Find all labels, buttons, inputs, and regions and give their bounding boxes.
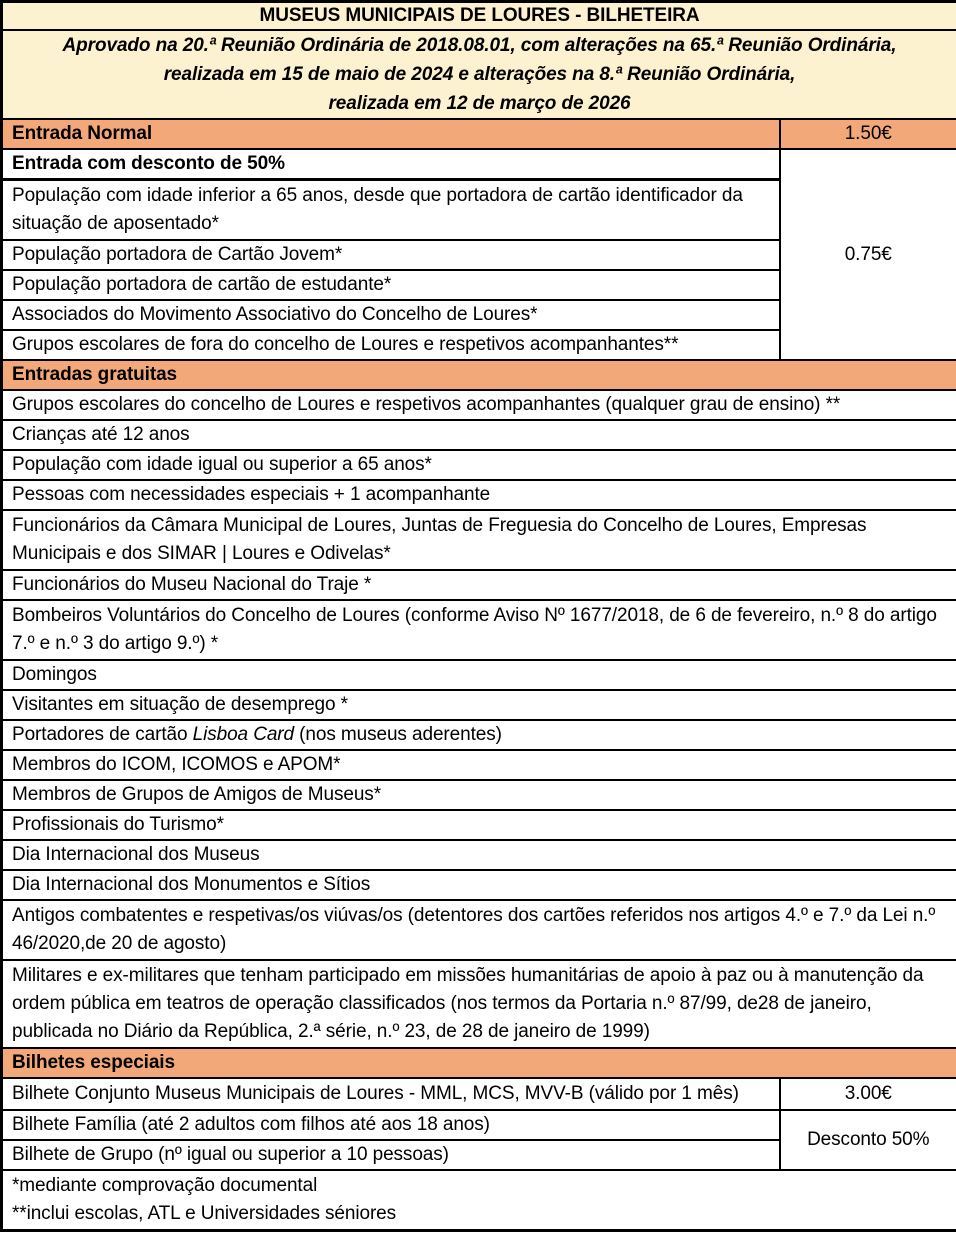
free-row-label: Grupos escolares do concelho de Loures e… (0, 389, 956, 421)
free-row: Membros de Grupos de Amigos de Museus* (0, 779, 956, 811)
free-row-label: Antigos combatentes e respetivas/os viúv… (0, 899, 956, 961)
free-row: Membros do ICOM, ICOMOS e APOM* (0, 749, 956, 781)
lisboa-card-name: Lisboa Card (192, 724, 294, 745)
free-row: Crianças até 12 anos (0, 419, 956, 451)
free-row-label: Funcionários da Câmara Municipal de Lour… (0, 509, 956, 571)
free-row: Militares e ex-militares que tenham part… (0, 959, 956, 1049)
free-row-label: População com idade igual ou superior a … (0, 449, 956, 481)
approval-row: Aprovado na 20.ª Reunião Ordinária de 20… (0, 29, 956, 120)
free-row: Bombeiros Voluntários do Concelho de Lou… (0, 599, 956, 661)
free-row: População com idade igual ou superior a … (0, 449, 956, 481)
discount-row-label: População com idade inferior a 65 anos, … (0, 178, 781, 241)
free-row-label: Pessoas com necessidades especiais + 1 a… (0, 479, 956, 511)
discount-row-label: Associados do Movimento Associativo do C… (0, 299, 781, 331)
special-familia-grupo-price: Desconto 50% (778, 1109, 956, 1171)
special-row-familia: Bilhete Família (até 2 adultos com filho… (0, 1109, 956, 1171)
free-row: Profissionais do Turismo* (0, 809, 956, 841)
special-row-grupo: Bilhete de Grupo (nº igual ou superior a… (0, 1139, 956, 1171)
approval-line-1: Aprovado na 20.ª Reunião Ordinária de 20… (62, 35, 897, 56)
discount-row: População com idade inferior a 65 anos, … (0, 178, 956, 241)
free-row: Pessoas com necessidades especiais + 1 a… (0, 479, 956, 511)
free-row-label: Visitantes em situação de desemprego * (0, 689, 956, 721)
free-row: Dia Internacional dos Monumentos e Sítio… (0, 869, 956, 901)
discount-row-label: Grupos escolares de fora do concelho de … (0, 329, 781, 361)
discount-row-label: População portadora de cartão de estudan… (0, 269, 781, 301)
free-row-label: Membros do ICOM, ICOMOS e APOM* (0, 749, 956, 781)
entrada-normal-row: Entrada Normal 1.50€ (0, 118, 956, 150)
discount-row: População portadora de Cartão Jovem* (0, 239, 956, 271)
free-row-label: Portadores de cartão Lisboa Card (nos mu… (0, 719, 956, 751)
discount-row-label: População portadora de Cartão Jovem* (0, 239, 781, 271)
approval-line-3: realizada em 12 de março de 2026 (328, 93, 631, 114)
free-row: Domingos (0, 659, 956, 691)
free-row-label: Funcionários do Museu Nacional do Traje … (0, 569, 956, 601)
free-row-lisboa-card: Portadores de cartão Lisboa Card (nos mu… (0, 719, 956, 751)
discount-row: Grupos escolares de fora do concelho de … (0, 329, 956, 361)
free-row-label: Profissionais do Turismo* (0, 809, 956, 841)
footnotes-row: *mediante comprovação documental **inclu… (0, 1169, 956, 1232)
discount-price: 0.75€ (778, 148, 956, 361)
free-row-label: Crianças até 12 anos (0, 419, 956, 451)
free-row-label: Dia Internacional dos Museus (0, 839, 956, 871)
title-row: MUSEUS MUNICIPAIS DE LOURES - BILHETEIRA (0, 0, 956, 31)
special-conjunto-price: 3.00€ (778, 1077, 956, 1111)
free-section-header: Entradas gratuitas (0, 359, 956, 391)
special-row-conjunto: Bilhete Conjunto Museus Municipais de Lo… (0, 1077, 956, 1111)
free-row: Grupos escolares do concelho de Loures e… (0, 389, 956, 421)
free-row-label: Domingos (0, 659, 956, 691)
discount-row: Associados do Movimento Associativo do C… (0, 299, 956, 331)
special-header-row: Bilhetes especiais (0, 1047, 956, 1079)
lisboa-card-prefix: Portadores de cartão (12, 724, 193, 745)
discount-row: População portadora de cartão de estudan… (0, 269, 956, 301)
footnotes: *mediante comprovação documental **inclu… (0, 1169, 956, 1232)
free-row-label: Militares e ex-militares que tenham part… (0, 959, 956, 1049)
free-header-row: Entradas gratuitas (0, 359, 956, 391)
special-grupo-label: Bilhete de Grupo (nº igual ou superior a… (0, 1139, 781, 1171)
discount-section-header: Entrada com desconto de 50% (0, 148, 781, 181)
lisboa-card-suffix: (nos museus aderentes) (293, 724, 502, 745)
free-row-label: Bombeiros Voluntários do Concelho de Lou… (0, 599, 956, 661)
special-section-header: Bilhetes especiais (0, 1047, 956, 1079)
free-row: Visitantes em situação de desemprego * (0, 689, 956, 721)
discount-header-row: Entrada com desconto de 50% 0.75€ (0, 148, 956, 361)
free-row: Antigos combatentes e respetivas/os viúv… (0, 899, 956, 961)
special-familia-label: Bilhete Família (até 2 adultos com filho… (0, 1109, 781, 1141)
footnote-1: *mediante comprovação documental (12, 1175, 318, 1196)
free-row-label: Membros de Grupos de Amigos de Museus* (0, 779, 956, 811)
entrada-normal-label: Entrada Normal (0, 118, 781, 150)
free-row: Funcionários do Museu Nacional do Traje … (0, 569, 956, 601)
footnote-2: **inclui escolas, ATL e Universidades sé… (12, 1203, 397, 1224)
approval-note: Aprovado na 20.ª Reunião Ordinária de 20… (0, 29, 956, 120)
free-row: Funcionários da Câmara Municipal de Lour… (0, 509, 956, 571)
free-row: Dia Internacional dos Museus (0, 839, 956, 871)
document-title: MUSEUS MUNICIPAIS DE LOURES - BILHETEIRA (0, 0, 956, 31)
free-row-label: Dia Internacional dos Monumentos e Sítio… (0, 869, 956, 901)
entrada-normal-price: 1.50€ (778, 118, 956, 150)
special-conjunto-label: Bilhete Conjunto Museus Municipais de Lo… (0, 1077, 781, 1111)
approval-line-2: realizada em 15 de maio de 2024 e altera… (163, 64, 796, 85)
